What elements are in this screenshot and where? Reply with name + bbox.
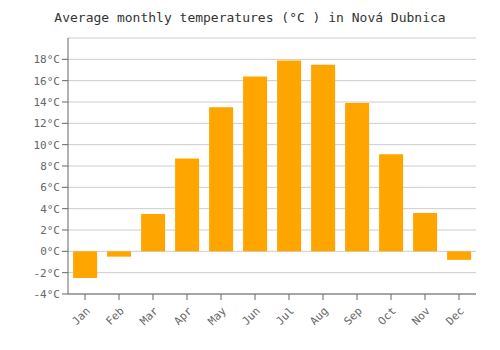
svg-text:Jan: Jan xyxy=(70,305,93,328)
svg-text:18°C: 18°C xyxy=(34,53,61,66)
svg-text:Feb: Feb xyxy=(104,305,127,328)
svg-text:2°C: 2°C xyxy=(40,224,60,237)
svg-text:Apr: Apr xyxy=(172,304,196,328)
svg-text:Jul: Jul xyxy=(274,305,297,328)
svg-text:Jun: Jun xyxy=(240,305,263,328)
svg-text:Dec: Dec xyxy=(444,305,467,328)
svg-text:May: May xyxy=(206,304,230,328)
svg-text:4°C: 4°C xyxy=(40,203,60,216)
svg-text:8°C: 8°C xyxy=(40,160,60,173)
svg-text:12°C: 12°C xyxy=(34,117,61,130)
html-text:Average monthly temperatures (: Average monthly temperatures (°C ) in No… xyxy=(54,10,446,25)
svg-text:Sep: Sep xyxy=(342,305,365,328)
svg-text:10°C: 10°C xyxy=(34,139,61,152)
svg-text:-4°C: -4°C xyxy=(34,288,61,301)
svg-text:-2°C: -2°C xyxy=(34,267,61,280)
svg-text:Mar: Mar xyxy=(138,304,162,328)
svg-text:Nov: Nov xyxy=(410,304,434,328)
svg-text:6°C: 6°C xyxy=(40,181,60,194)
svg-text:Aug: Aug xyxy=(308,305,331,328)
svg-text:0°C: 0°C xyxy=(40,245,60,258)
svg-text:Oct: Oct xyxy=(376,305,399,328)
svg-text:16°C: 16°C xyxy=(34,75,61,88)
svg-text:14°C: 14°C xyxy=(34,96,61,109)
